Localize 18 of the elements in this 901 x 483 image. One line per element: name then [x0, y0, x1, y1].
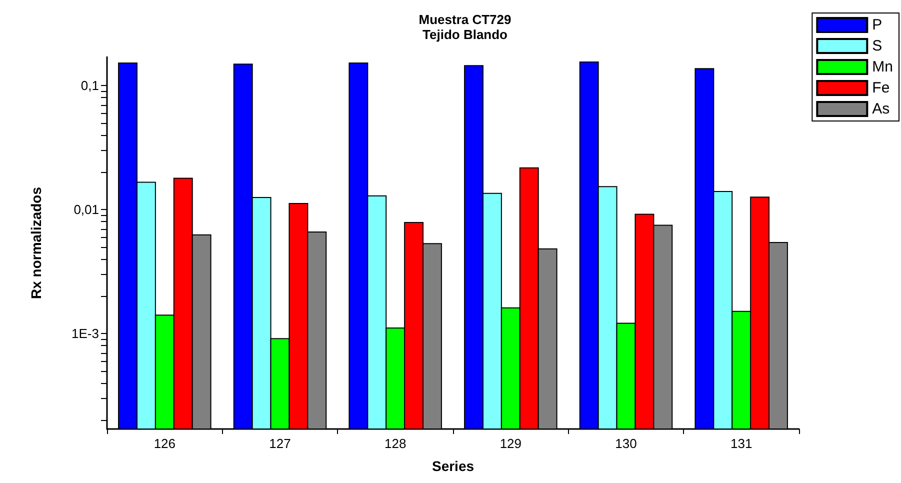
chart-title: Muestra CT729 — [418, 12, 512, 27]
legend-label: Fe — [872, 80, 890, 96]
legend-label: S — [872, 38, 882, 54]
x-tick-label: 128 — [384, 436, 406, 451]
x-tick-label: 130 — [615, 436, 637, 451]
legend-label: P — [872, 16, 882, 34]
x-tick-label: 127 — [269, 436, 291, 451]
x-axis-title: Series — [432, 458, 474, 474]
x-tick-label: 131 — [730, 436, 752, 451]
y-tick-label: 1E-3 — [72, 326, 99, 342]
x-tick-label: 126 — [154, 436, 176, 451]
legend-label: As — [872, 100, 890, 118]
x-tick-label: 129 — [500, 436, 522, 451]
chart-subtitle: Tejido Blando — [422, 27, 508, 42]
y-tick-label: 0,1 — [80, 78, 99, 94]
y-axis-title: Rx normalizados — [28, 186, 44, 300]
legend-label: Mn — [872, 58, 894, 76]
y-tick-label: 0,01 — [74, 202, 99, 218]
